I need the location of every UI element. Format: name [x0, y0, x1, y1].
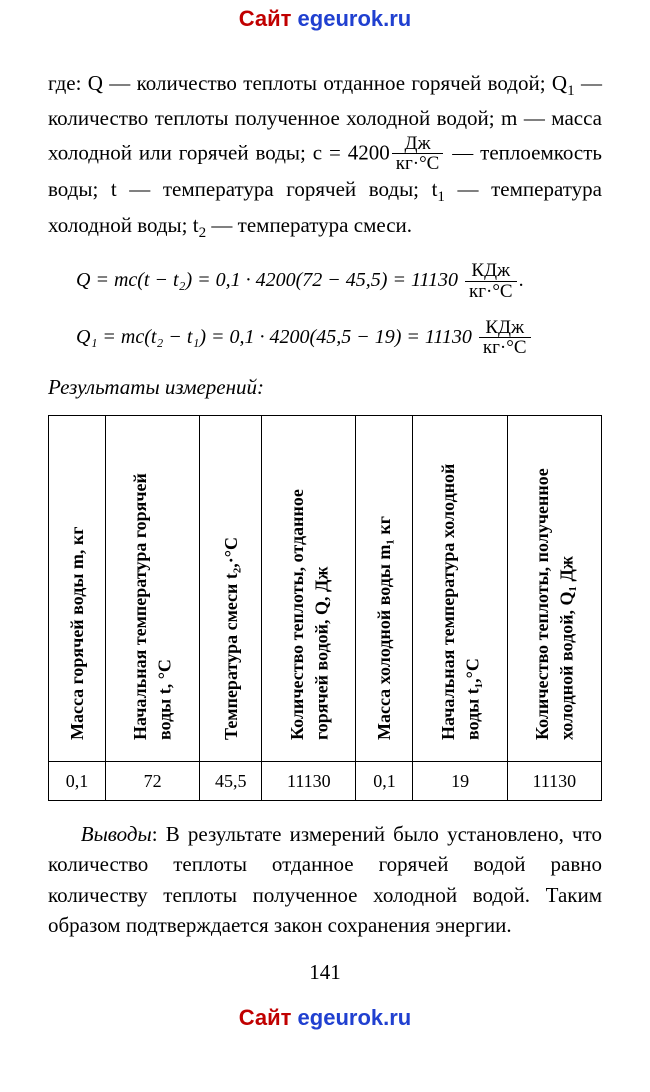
- table-header: Температура смеси t₂,·°С: [200, 415, 262, 761]
- table-cell: 11130: [262, 761, 356, 800]
- frac-num: Дж: [392, 134, 444, 155]
- table-cell: 72: [106, 761, 200, 800]
- heat-capacity-fraction: Джкг·°С: [390, 134, 446, 175]
- conclusion-paragraph: Выводы: В результате измерений было уста…: [48, 819, 602, 941]
- results-title: Результаты измерений:: [48, 372, 602, 402]
- eq2-unit-num: КДж: [479, 318, 531, 339]
- eq1-unit-num: КДж: [465, 261, 517, 282]
- header-label: Масса горячей воды m, кг: [63, 422, 91, 748]
- table-cell: 19: [413, 761, 507, 800]
- watermark-domain: egeurok.ru: [298, 6, 412, 31]
- eq1-unit: КДжкг·°С: [463, 261, 519, 302]
- eq1-lhs: Q = mc(t − t₂) = 0,1 · 4200(72 − 45,5) =…: [76, 269, 463, 291]
- results-table: Масса горячей воды m, кг Начальная темпе…: [48, 415, 602, 801]
- eq2-unit: КДжкг·°С: [477, 318, 533, 359]
- eq1-unit-den: кг·°С: [465, 282, 517, 302]
- eq1-dot: .: [519, 269, 524, 291]
- table-header: Начальная температура холодной воды t₁,°…: [413, 415, 507, 761]
- eq2-unit-den: кг·°С: [479, 338, 531, 358]
- table-row: 0,1 72 45,5 11130 0,1 19 11130: [49, 761, 602, 800]
- table-header: Начальная температура горячей воды t, °С: [106, 415, 200, 761]
- table-cell: 0,1: [49, 761, 106, 800]
- watermark-prefix: Сайт: [239, 6, 298, 31]
- header-label: Масса холодной воды m₁ кг: [370, 422, 398, 748]
- equation-q: Q = mc(t − t₂) = 0,1 · 4200(72 − 45,5) =…: [76, 261, 602, 302]
- def-text-1: где: Q — количество теплоты отданное гор…: [48, 71, 567, 95]
- def-text-5: — температура смеси.: [206, 213, 412, 237]
- equation-q1: Q₁ = mc(t₂ − t₁) = 0,1 · 4200(45,5 − 19)…: [76, 318, 602, 359]
- definitions-paragraph: где: Q — количество теплоты отданное гор…: [48, 68, 602, 245]
- top-watermark: Сайт egeurok.ru: [0, 0, 650, 38]
- header-label: Начальная температура горячей воды t, °С: [126, 422, 179, 748]
- frac-den: кг·°С: [392, 154, 444, 174]
- header-label: Количество теплоты, полученное холодной …: [528, 422, 581, 748]
- table-cell: 45,5: [200, 761, 262, 800]
- table-header: Масса холодной воды m₁ кг: [356, 415, 413, 761]
- conclusion-lead: Выводы: [81, 822, 152, 846]
- page-number: 141: [48, 957, 602, 987]
- def-sub-1: 1: [567, 83, 575, 99]
- table-header: Количество теплоты, полученное холодной …: [507, 415, 601, 761]
- header-label: Начальная температура холодной воды t₁,°…: [434, 422, 487, 748]
- table-header-row: Масса горячей воды m, кг Начальная темпе…: [49, 415, 602, 761]
- header-label: Температура смеси t₂,·°С: [217, 422, 245, 748]
- table-header: Масса горячей воды m, кг: [49, 415, 106, 761]
- table-cell: 0,1: [356, 761, 413, 800]
- watermark-domain: egeurok.ru: [298, 1005, 412, 1030]
- eq2-lhs: Q₁ = mc(t₂ − t₁) = 0,1 · 4200(45,5 − 19)…: [76, 326, 477, 348]
- header-label: Количество теплоты, отданное горячей вод…: [283, 422, 336, 748]
- table-cell: 11130: [507, 761, 601, 800]
- bottom-watermark: Сайт egeurok.ru: [0, 999, 650, 1037]
- page-content: где: Q — количество теплоты отданное гор…: [0, 38, 650, 999]
- watermark-prefix: Сайт: [239, 1005, 298, 1030]
- table-header: Количество теплоты, отданное горячей вод…: [262, 415, 356, 761]
- def-sub-1b: 1: [437, 190, 445, 206]
